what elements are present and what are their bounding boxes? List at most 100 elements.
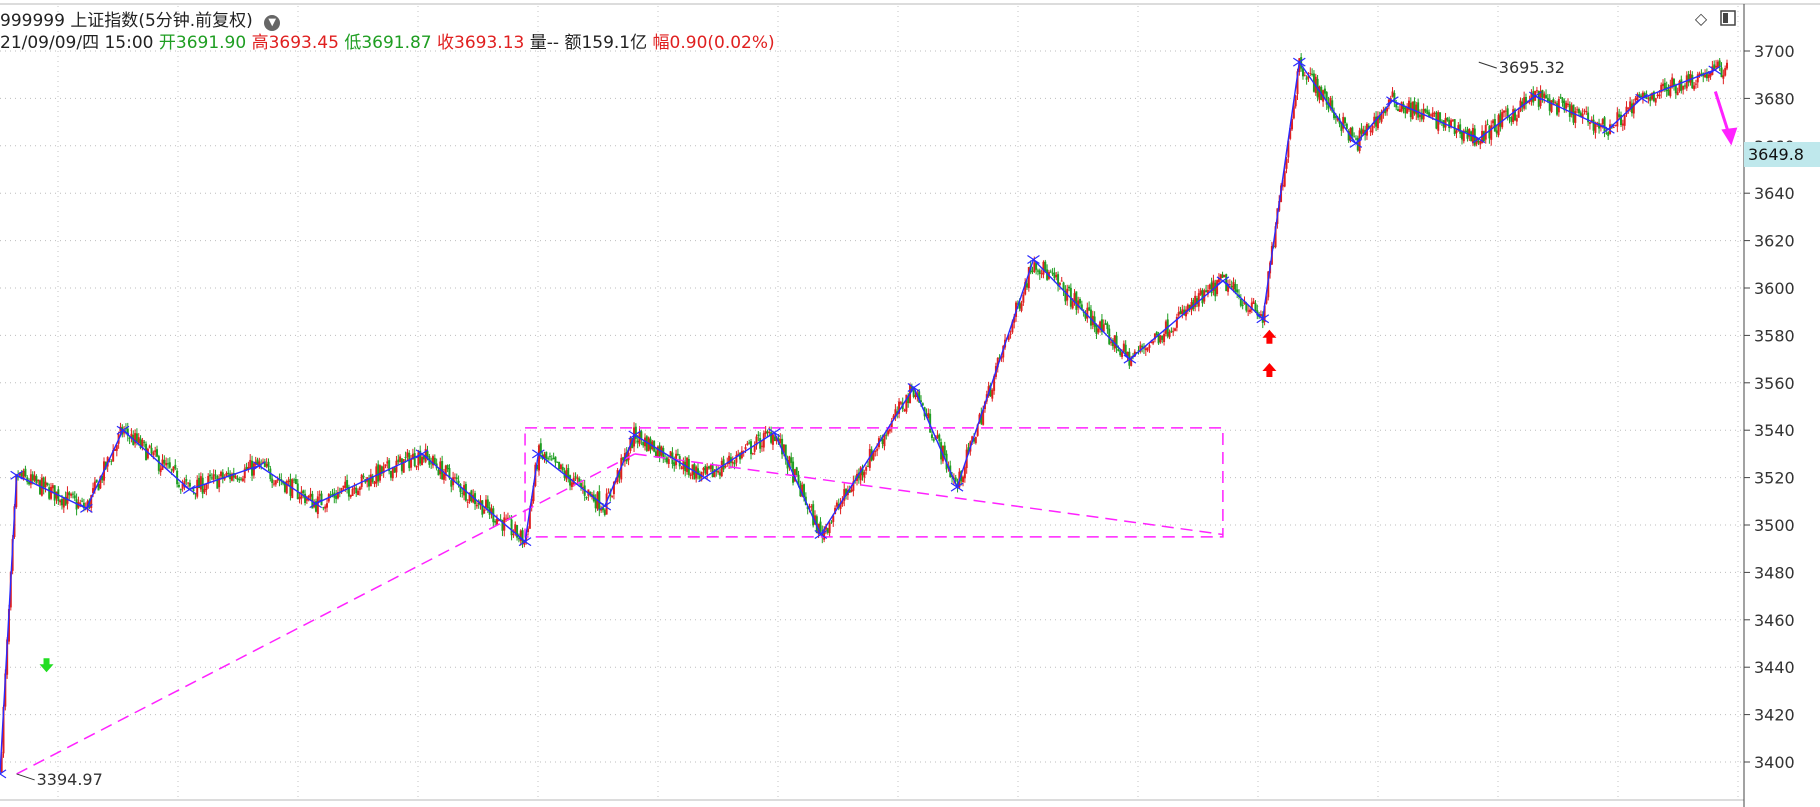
- candle-body: [495, 518, 498, 525]
- candle-body: [461, 492, 464, 494]
- candle-body: [1484, 125, 1487, 140]
- candle-body: [93, 481, 96, 491]
- candle-body: [1453, 119, 1456, 135]
- candle-body: [431, 456, 434, 466]
- candle-body: [843, 489, 846, 501]
- candle-body: [505, 518, 508, 520]
- candle-body: [1598, 123, 1601, 129]
- candle-body: [146, 448, 149, 459]
- candle-body: [938, 434, 941, 442]
- candle-body: [859, 467, 862, 481]
- signal-markers: [39, 91, 1738, 673]
- candle-body: [411, 453, 414, 460]
- candle-body: [207, 476, 210, 484]
- candle-body: [1634, 97, 1637, 101]
- candle-body: [1397, 109, 1400, 111]
- candle-body: [1559, 96, 1562, 99]
- candle-body: [1685, 75, 1688, 89]
- candle-body: [360, 474, 363, 487]
- candle-body: [1545, 95, 1548, 99]
- candle-body: [1353, 136, 1356, 138]
- candle-body: [1499, 113, 1502, 127]
- candle-body: [37, 479, 40, 482]
- candle-body: [647, 437, 650, 452]
- candle-body: [1188, 304, 1191, 309]
- candle-body: [417, 452, 420, 466]
- candle-body: [68, 492, 71, 496]
- candle-body: [1694, 83, 1697, 85]
- candle-body: [1144, 348, 1147, 351]
- zigzag-vertex: [1216, 276, 1230, 286]
- candle-body: [1183, 309, 1186, 315]
- candle-body: [556, 461, 559, 463]
- annotation-leader: [1478, 61, 1497, 69]
- candle-body: [415, 465, 418, 468]
- candle-body: [1068, 286, 1071, 289]
- amount-label: 额: [564, 33, 582, 53]
- candle-body: [1296, 71, 1299, 95]
- candle-body: [1592, 119, 1595, 131]
- candle-body: [1252, 301, 1255, 305]
- panel-toggle-icon[interactable]: [1719, 10, 1737, 28]
- candle-body: [899, 402, 902, 404]
- candle-body: [2, 706, 5, 754]
- candle-body: [1546, 97, 1549, 102]
- candle-body: [943, 445, 946, 456]
- candle-body: [318, 494, 321, 496]
- candle-body: [1194, 295, 1197, 308]
- candle-body: [1111, 339, 1114, 347]
- candle-body: [561, 466, 564, 471]
- diamond-outline-icon[interactable]: ◇: [1694, 9, 1708, 28]
- candle-body: [82, 502, 85, 509]
- candle-body: [1587, 112, 1590, 123]
- candle-body: [201, 477, 204, 494]
- candle-body: [477, 503, 480, 505]
- candle-body: [528, 509, 531, 529]
- chevron-down-icon[interactable]: ▼: [264, 15, 281, 31]
- candle-body: [890, 420, 893, 428]
- candle-body: [218, 477, 221, 488]
- candle-body: [1088, 307, 1091, 311]
- candle-body: [249, 459, 252, 469]
- candle-body: [214, 474, 217, 476]
- candle-body: [346, 480, 349, 489]
- candle-body: [929, 413, 932, 433]
- candle-body: [1680, 79, 1683, 91]
- candle-body: [1724, 68, 1727, 76]
- candle-body: [1623, 115, 1626, 126]
- candle-body: [642, 441, 645, 446]
- candle-body: [740, 450, 743, 459]
- candle-body: [770, 432, 773, 443]
- candle-body: [309, 493, 312, 497]
- candle-body: [1398, 109, 1401, 112]
- candle-body: [1420, 114, 1423, 120]
- candle-body: [1674, 84, 1677, 94]
- candle-body: [885, 434, 888, 436]
- candle-body: [1402, 103, 1405, 110]
- candle-body: [437, 469, 440, 476]
- candle-body: [607, 492, 610, 494]
- y-tick-label: 3640: [1754, 184, 1795, 203]
- candle-body: [1561, 98, 1564, 103]
- candle-body: [166, 463, 169, 465]
- candle-body: [145, 443, 148, 461]
- candle-body: [1073, 293, 1076, 302]
- candle-body: [1020, 303, 1023, 311]
- zigzag-vertex: [767, 428, 781, 438]
- candle-body: [62, 497, 65, 508]
- candle-body: [1241, 304, 1244, 306]
- candle-body: [993, 376, 996, 391]
- candle-body: [380, 466, 383, 474]
- candle-body: [581, 487, 584, 489]
- candle-body: [1459, 124, 1462, 134]
- candle-body: [543, 454, 546, 459]
- candle-body: [199, 476, 202, 490]
- candle-body: [567, 467, 570, 478]
- candle-body: [1360, 128, 1363, 134]
- candle-body: [1497, 115, 1500, 136]
- candle-body: [636, 440, 639, 443]
- candle-body: [95, 479, 98, 483]
- candle-body: [1428, 112, 1431, 118]
- candle-body: [388, 460, 391, 472]
